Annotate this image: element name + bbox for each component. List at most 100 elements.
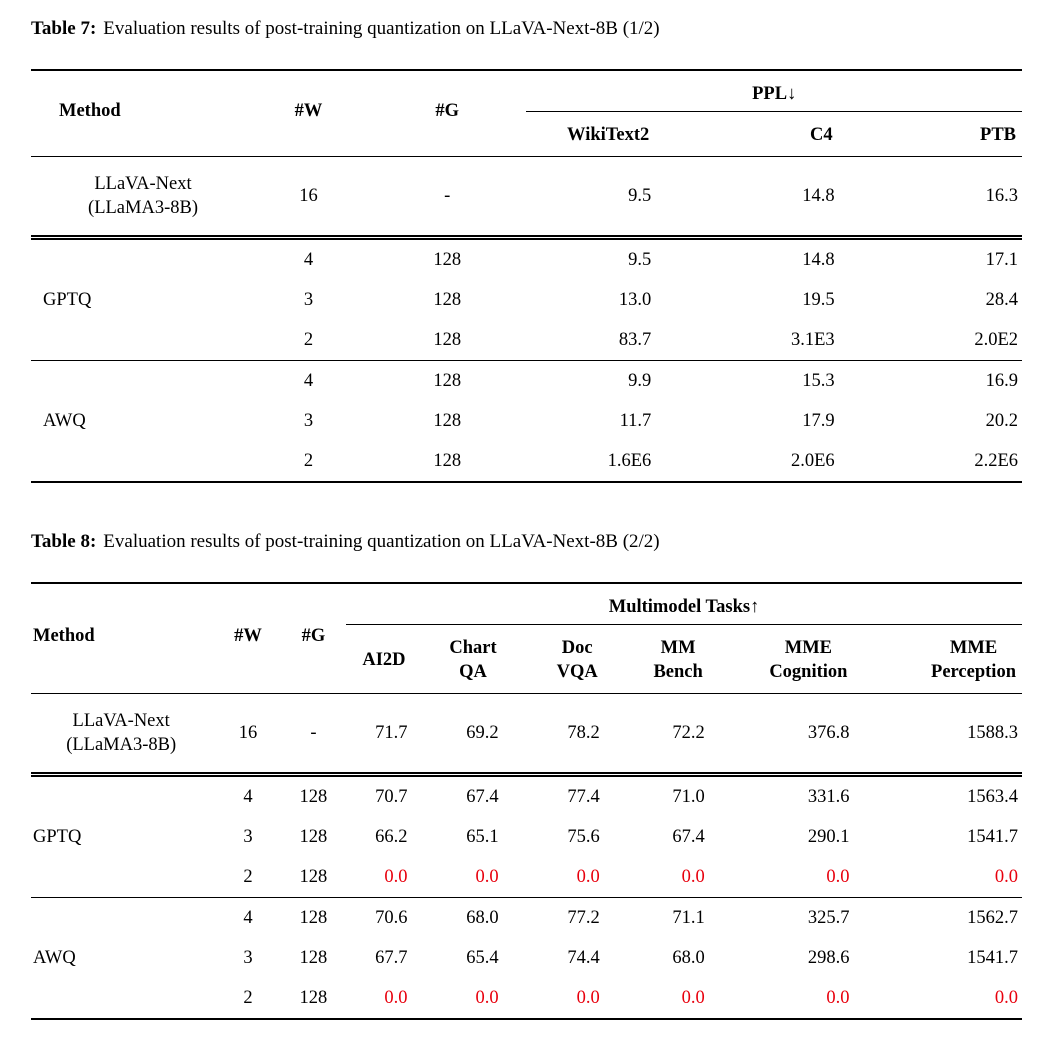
- metric-value-cell: 0.0: [384, 867, 408, 888]
- metric-value-cell: 74.4: [567, 948, 600, 969]
- metric-value-cell: 15.3: [655, 359, 839, 402]
- text-lines: WikiText2: [567, 124, 650, 145]
- table8-block: Table 8: Evaluation results of post-train…: [31, 529, 1022, 1021]
- table-section: GPTQ 4 128 70.7 67.4 77.4 71.0 331.6 1563.4 3 128 6…: [31, 771, 1022, 898]
- weight-bits-cell: 2: [243, 867, 253, 888]
- group-size-cell: 128: [280, 897, 347, 939]
- text-lines: GPTQ: [43, 289, 92, 310]
- group-size-cell: 128: [367, 359, 527, 402]
- group-size-cell: 128: [367, 234, 527, 280]
- metric-value-cell: 83.7: [618, 329, 652, 350]
- metric-value-cell: 17.1: [838, 234, 1022, 280]
- table8-caption: Table 8: Evaluation results of post-train…: [31, 529, 1022, 555]
- weight-bits-cell: 4: [249, 359, 368, 402]
- method-cell: AWQ: [31, 359, 250, 483]
- metric-group-header: Multimodel Tasks↑: [346, 582, 1022, 625]
- weight-bits-cell: 4: [215, 772, 281, 818]
- table-row: 2 128 0.0 0.0 0.0 0.0 0.0 0.0: [31, 857, 1022, 898]
- table-row: AWQ 4 128 70.6 68.0 77.2 71.1 325.7 1562.7: [31, 897, 1022, 1020]
- header-row-sub: AI2D Chart QA Doc VQA MM Bench MME Cognition MME P…: [31, 624, 1022, 694]
- table-section: AWQ 4 128 70.6 68.0 77.2 71.1 325.7 1562.7 3 128 67…: [31, 897, 1022, 1020]
- metric-value-cell: 72.2: [672, 722, 705, 743]
- metric-value-cell: 290.1: [807, 827, 850, 848]
- metric-column-header: MME Perception: [853, 624, 1022, 694]
- metric-value-cell: 1563.4: [853, 772, 1022, 818]
- table8-caption-label: Table 8:: [31, 531, 97, 553]
- metric-column-header: Chart QA: [411, 624, 503, 694]
- method-cell: LLaVA-Next (LLaMA3-8B): [31, 693, 215, 774]
- metric-value-cell: 0.0: [475, 988, 499, 1009]
- metric-value-cell: 2.0E2: [974, 329, 1018, 350]
- text-lines: LLaVA-Next (LLaMA3-8B): [66, 710, 177, 755]
- metric-value-cell: 0.0: [576, 867, 600, 888]
- table-row: 3 128 67.7 65.4 74.4 68.0 298.6 1541.7: [31, 938, 1022, 978]
- metric-value-cell: 14.8: [802, 185, 835, 206]
- metric-value-cell: 66.2: [375, 827, 408, 848]
- metric-value-cell: 0.0: [475, 867, 499, 888]
- table7-caption: Table 7: Evaluation results of post-train…: [31, 16, 1022, 42]
- table8-caption-text: Evaluation results of post-training quan…: [103, 531, 660, 553]
- metric-value-cell: 69.2: [466, 722, 499, 743]
- weight-bits-cell: 4: [249, 234, 368, 280]
- metric-value-cell: 28.4: [985, 289, 1018, 310]
- text-lines: MME Cognition: [769, 637, 848, 682]
- table-row: 3 128 66.2 65.1 75.6 67.4 290.1 1541.7: [31, 817, 1022, 857]
- group-size-column-header: #G: [367, 69, 527, 157]
- group-size-cell: 128: [433, 411, 462, 432]
- table7-block: Table 7: Evaluation results of post-train…: [31, 16, 1022, 484]
- table-row: 2 128 0.0 0.0 0.0 0.0 0.0 0.0: [31, 978, 1022, 1019]
- metric-value-cell: 67.4: [672, 827, 705, 848]
- metric-value-cell: 9.5: [526, 234, 656, 280]
- metric-value-cell: 75.6: [567, 827, 600, 848]
- table-section: LLaVA-Next (LLaMA3-8B) 16 - 9.5 14.8 16.3: [31, 156, 1022, 237]
- weight-bits-cell: 3: [243, 948, 253, 969]
- table7-caption-label: Table 7:: [31, 18, 97, 39]
- table-section: LLaVA-Next (LLaMA3-8B) 16 - 71.7 69.2 78.2 72.2…: [31, 693, 1022, 774]
- metric-value-cell: 71.0: [603, 772, 709, 818]
- metric-value-cell: 325.7: [708, 897, 854, 939]
- metric-value-cell: 17.9: [802, 411, 835, 432]
- metric-value-cell: 0.0: [994, 867, 1018, 888]
- group-size-cell: 128: [299, 867, 328, 888]
- table-row: 2 128 83.7 3.1E3 2.0E2: [31, 320, 1022, 361]
- metric-value-cell: 20.2: [985, 411, 1018, 432]
- metric-value-cell: 1588.3: [967, 722, 1018, 743]
- group-size-cell: -: [310, 722, 317, 743]
- metric-value-cell: 77.2: [502, 897, 604, 939]
- metric-value-cell: 19.5: [802, 289, 835, 310]
- header-row-sub: WikiText2 C4 PTB: [31, 111, 1022, 157]
- metric-column-header: MM Bench: [603, 624, 709, 694]
- table-row: GPTQ 4 128 9.5 14.8 17.1: [31, 234, 1022, 361]
- metric-column-header: Doc VQA: [502, 624, 604, 694]
- weight-bits-column-header: #W: [249, 69, 368, 157]
- table-section: AWQ 4 128 9.9 15.3 16.9 3 128 11.7 17.9 20.2 2 128 1.…: [31, 359, 1022, 483]
- metric-value-cell: 70.6: [346, 897, 412, 939]
- weight-bits-cell: 3: [303, 289, 314, 310]
- metric-value-cell: 0.0: [826, 867, 850, 888]
- metric-value-cell: 1541.7: [967, 827, 1018, 848]
- weight-bits-cell: 16: [299, 185, 318, 206]
- metric-value-cell: 2.2E6: [974, 451, 1018, 472]
- metric-value-cell: 68.0: [672, 948, 705, 969]
- metric-value-cell: 70.7: [346, 772, 412, 818]
- table-header: Method #W #G PPL↓ WikiText2 C4 PTB: [31, 69, 1022, 157]
- table-row: AWQ 4 128 9.9 15.3 16.9: [31, 359, 1022, 483]
- method-cell: GPTQ: [31, 234, 250, 361]
- method-column-header: Method: [31, 69, 250, 157]
- text-lines: AWQ: [43, 411, 86, 432]
- method-column-header: Method: [31, 582, 216, 694]
- metric-value-cell: 67.7: [375, 948, 408, 969]
- weight-bits-column-header: #W: [215, 582, 281, 694]
- metric-value-cell: 77.4: [502, 772, 604, 818]
- weight-bits-cell: 2: [243, 988, 253, 1009]
- metric-value-cell: 1.6E6: [607, 451, 652, 472]
- group-size-cell: 128: [299, 988, 328, 1009]
- metric-column-header: WikiText2: [526, 111, 656, 157]
- group-size-cell: 128: [280, 772, 347, 818]
- method-cell: GPTQ: [31, 771, 216, 898]
- metric-value-cell: 65.4: [466, 948, 499, 969]
- metric-value-cell: 9.9: [526, 359, 656, 402]
- header-row-main: Method #W #G PPL↓: [31, 69, 1022, 157]
- metric-value-cell: 1541.7: [967, 948, 1018, 969]
